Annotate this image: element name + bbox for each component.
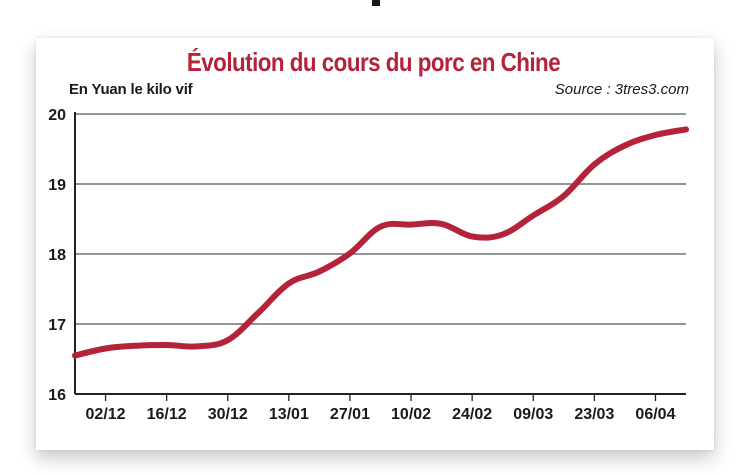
x-tick-label: 13/01 bbox=[269, 406, 309, 423]
y-tick-label: 18 bbox=[48, 247, 66, 264]
x-tick-label: 24/02 bbox=[452, 406, 492, 423]
chart-title: Évolution du cours du porc en Chine bbox=[186, 47, 561, 77]
y-tick-label: 17 bbox=[48, 317, 66, 334]
data-point bbox=[531, 214, 535, 217]
data-point bbox=[134, 344, 138, 348]
chart-card bbox=[36, 38, 714, 450]
data-point bbox=[684, 127, 688, 131]
y-tick-label: 19 bbox=[48, 177, 66, 194]
axes bbox=[74, 112, 686, 395]
x-tick-label: 02/12 bbox=[86, 406, 126, 423]
data-point bbox=[654, 133, 657, 137]
data-point bbox=[104, 347, 107, 350]
data-point bbox=[256, 311, 260, 315]
data-point bbox=[501, 232, 505, 236]
y-axis-label: En Yuan le kilo vif bbox=[69, 81, 193, 98]
data-point bbox=[470, 235, 474, 238]
x-tick-label: 09/03 bbox=[513, 406, 553, 423]
x-tick-label: 16/12 bbox=[147, 406, 187, 423]
data-point bbox=[348, 251, 352, 255]
y-tick-labels: 16 17 18 19 20 bbox=[48, 107, 66, 404]
source-label: Source : 3tres3.com bbox=[554, 81, 689, 98]
data-point bbox=[440, 222, 444, 226]
data-point bbox=[195, 344, 199, 348]
x-tick-label: 10/02 bbox=[391, 406, 431, 423]
data-point bbox=[73, 354, 77, 357]
series-layer bbox=[72, 126, 689, 359]
x-tick-labels: 02/12 16/12 30/12 13/01 27/01 10/02 24/02 09/03… bbox=[86, 394, 676, 423]
x-tick-label: 27/01 bbox=[330, 406, 370, 423]
top-edge-mark bbox=[372, 0, 380, 6]
data-point bbox=[317, 270, 321, 273]
data-point bbox=[287, 281, 291, 285]
y-tick-label: 20 bbox=[48, 107, 66, 124]
data-point bbox=[379, 225, 382, 229]
data-point bbox=[165, 343, 169, 347]
data-point bbox=[592, 162, 596, 166]
data-point bbox=[562, 194, 566, 198]
data-point bbox=[226, 338, 230, 342]
x-tick-label: 30/12 bbox=[208, 406, 248, 423]
x-tick-label: 23/03 bbox=[574, 406, 614, 423]
grid bbox=[75, 113, 686, 325]
x-tick-label: 06/04 bbox=[635, 406, 675, 423]
y-tick-label: 16 bbox=[48, 387, 66, 404]
data-point bbox=[409, 223, 413, 227]
data-point bbox=[623, 144, 627, 147]
